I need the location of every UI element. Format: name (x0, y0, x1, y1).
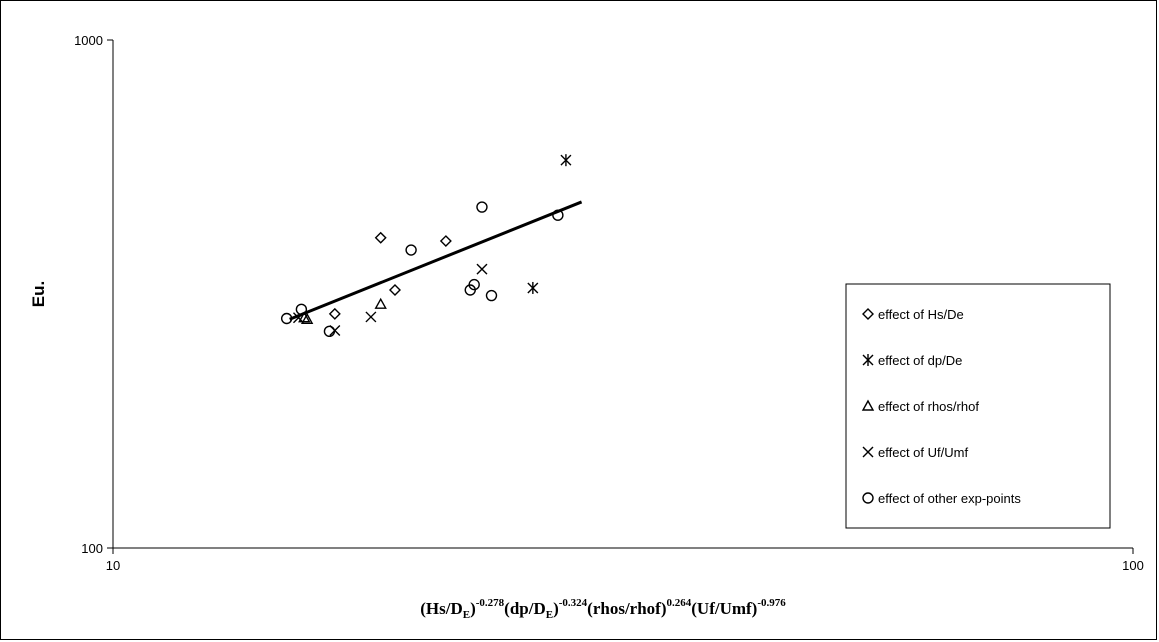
data-point-diamond (328, 307, 341, 320)
data-point-circle (323, 325, 336, 338)
data-point-diamond (439, 235, 452, 248)
legend: effect of Hs/De effect of dp/De effect of … (845, 283, 1111, 529)
legend-label: effect of rhos/rhof (878, 399, 979, 414)
data-point-x (476, 263, 488, 275)
trend-line (289, 200, 583, 321)
data-point-circle (476, 201, 488, 213)
legend-item: effect of Uf/Umf (862, 445, 968, 460)
y-tick-label: 1000 (74, 33, 103, 48)
data-point-diamond (374, 231, 387, 244)
legend-label: effect of Hs/De (878, 307, 964, 322)
data-point-diamond (389, 284, 401, 296)
legend-marker-triangle (861, 399, 875, 411)
data-point-triangle (300, 312, 314, 324)
y-axis-label: Eu. (29, 281, 48, 307)
data-points (280, 154, 572, 338)
legend-label: effect of dp/De (878, 353, 962, 368)
data-point-triangle (298, 311, 311, 323)
data-point-circle (552, 209, 564, 221)
legend-marker-asterisk (862, 354, 874, 366)
legend-marker-circle (862, 492, 874, 504)
axis-labels: Eu. (Hs/DE)-0.278(dp/DE)-0.324(rhos/rhof)… (29, 281, 786, 621)
legend-marker-x (862, 446, 874, 458)
data-point-circle (468, 278, 480, 291)
trend-line-group (289, 200, 583, 321)
legend-item: effect of dp/De (862, 353, 962, 368)
data-point-asterisk (527, 281, 539, 294)
x-tick-label: 10 (106, 558, 120, 573)
legend-label: effect of Uf/Umf (878, 445, 968, 460)
data-point-x (365, 311, 377, 323)
data-point-circle (405, 244, 417, 256)
legend-item: effect of rhos/rhof (861, 399, 979, 414)
x-tick-label: 100 (1122, 558, 1144, 573)
data-point-circle (295, 303, 308, 316)
legend-marker-diamond (862, 308, 874, 320)
legend-label: effect of other exp-points (878, 491, 1021, 506)
legend-box (845, 283, 1111, 529)
data-point-circle (280, 312, 293, 325)
legend-item: effect of Hs/De (862, 307, 964, 322)
data-point-asterisk (560, 154, 572, 167)
x-axis-label: (Hs/DE)-0.278(dp/DE)-0.324(rhos/rhof)0.2… (420, 597, 786, 621)
legend-item: effect of other exp-points (862, 491, 1021, 506)
data-point-circle (485, 289, 498, 302)
y-tick-label: 100 (81, 541, 103, 556)
data-point-triangle (374, 297, 387, 309)
